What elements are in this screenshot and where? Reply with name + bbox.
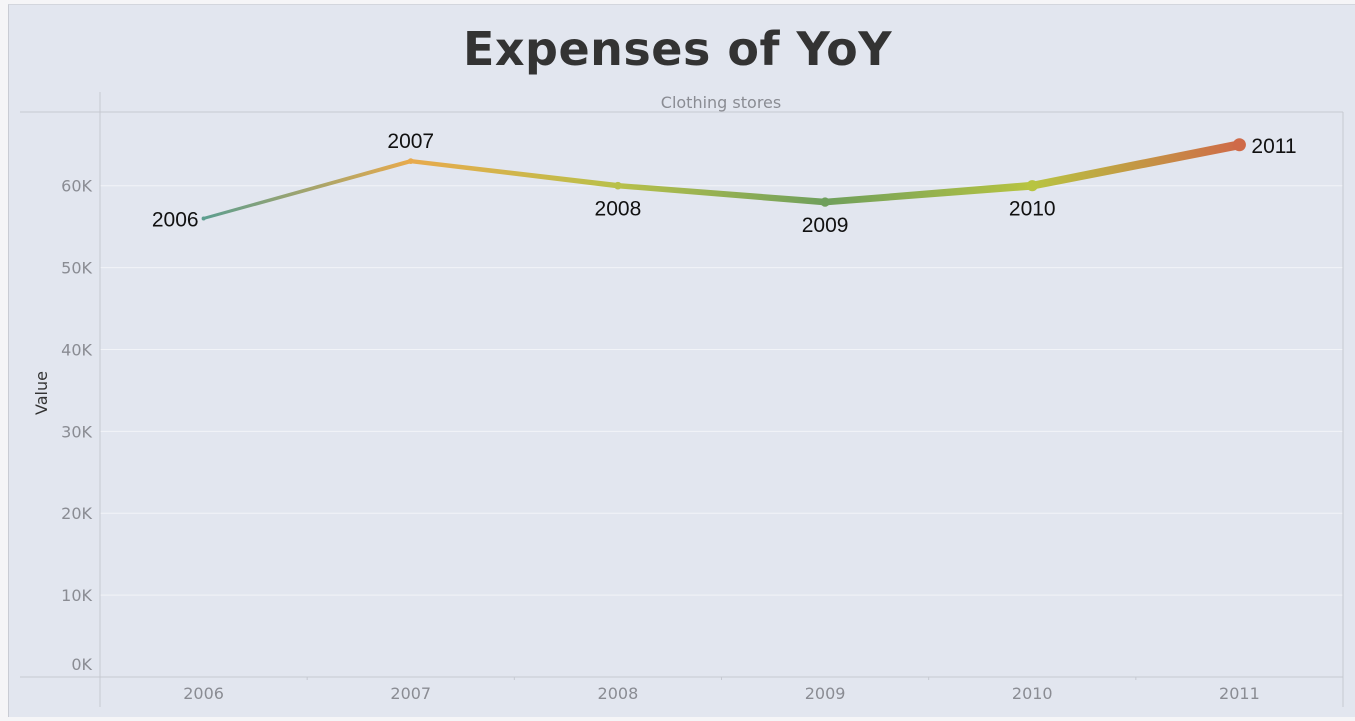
line-segment [617, 183, 826, 206]
y-tick-label: 30K [61, 422, 92, 441]
y-tick-label: 60K [61, 177, 92, 196]
point-label: 2008 [595, 198, 642, 221]
x-tick-label: 2009 [805, 684, 846, 703]
y-tick-label: 0K [71, 655, 92, 674]
y-axis-title: Value [32, 371, 51, 415]
data-point[interactable] [1026, 180, 1038, 192]
y-tick-label: 10K [61, 586, 92, 605]
data-point[interactable] [407, 158, 414, 165]
x-tick-label: 2007 [390, 684, 431, 703]
data-point[interactable] [820, 197, 830, 207]
x-tick-label: 2006 [183, 684, 224, 703]
y-axis-ticks: 0K 10K 20K 30K 40K 50K 60K [61, 177, 92, 674]
line-segment [203, 159, 412, 220]
line-segment [1031, 140, 1241, 190]
axes [20, 92, 1344, 707]
y-tick-label: 40K [61, 340, 92, 359]
chart-title: Expenses of YoY [462, 22, 893, 76]
data-point[interactable] [201, 216, 206, 221]
line-segment [824, 181, 1033, 206]
point-labels: 2006 2007 2008 2009 2010 2011 [152, 130, 1297, 237]
data-points [201, 138, 1246, 221]
point-label: 2007 [387, 130, 434, 153]
series-line [203, 140, 1241, 220]
grid-lines [100, 185, 1343, 596]
data-point[interactable] [1232, 138, 1246, 152]
point-label: 2010 [1009, 198, 1056, 221]
chart-frame [8, 4, 1355, 717]
point-label: 2009 [802, 214, 849, 237]
x-tick-label: 2010 [1012, 684, 1053, 703]
data-point[interactable] [614, 181, 622, 190]
x-axis-ticks: 2006 2007 2008 2009 2010 2011 [183, 684, 1260, 703]
point-label: 2011 [1251, 135, 1296, 158]
point-label: 2006 [152, 208, 199, 231]
line-segment [410, 159, 619, 189]
x-tick-label: 2008 [598, 684, 639, 703]
y-tick-label: 50K [61, 259, 92, 278]
x-tick-label: 2011 [1219, 684, 1260, 703]
pane-header: Clothing stores [661, 93, 781, 112]
y-tick-label: 20K [61, 504, 92, 523]
